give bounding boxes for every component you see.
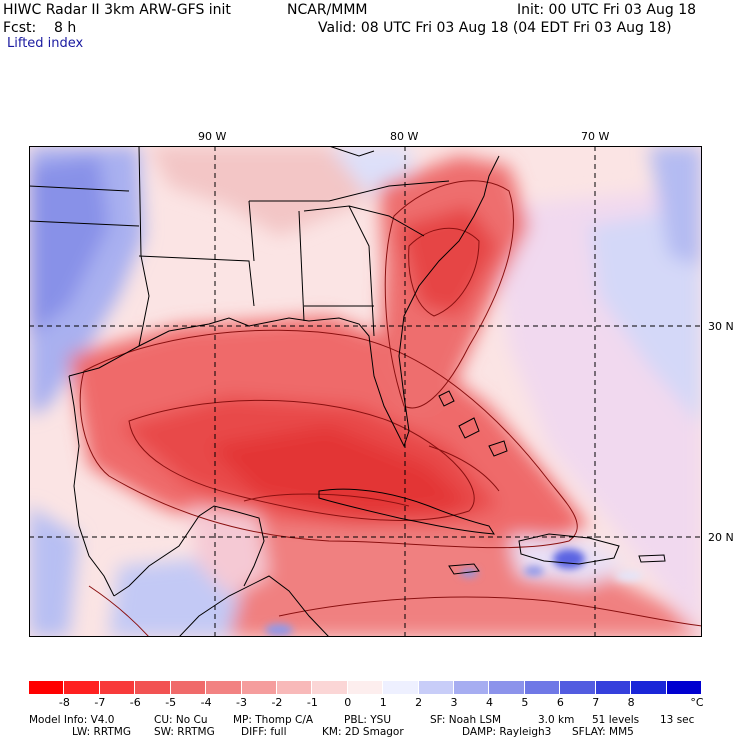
colorbar-label: -1 <box>306 696 318 709</box>
colorbar-swatch <box>383 681 419 694</box>
colorbar-label: 1 <box>379 696 387 709</box>
colorbar-label: 7 <box>592 696 600 709</box>
lon-label-90w: 90 W <box>198 130 227 143</box>
footer-diff: DIFF: full <box>241 726 287 738</box>
footer-sf: SF: Noah LSM <box>430 714 502 726</box>
colorbar-swatch <box>666 681 702 694</box>
footer-cu: CU: No Cu <box>154 714 208 726</box>
colorbar-label: 5 <box>521 696 529 709</box>
colorbar-label: 4 <box>485 696 493 709</box>
colorbar-label: 6 <box>556 696 564 709</box>
footer-pbl: PBL: YSU <box>344 714 392 726</box>
colorbar-swatch <box>135 681 171 694</box>
colorbar-swatch <box>418 681 455 694</box>
colorbar-swatch <box>99 681 136 694</box>
colorbar-label: 3 <box>450 696 458 709</box>
colorbar-swatch <box>454 681 490 694</box>
footer-km: KM: 2D Smagor <box>322 726 404 738</box>
colorbar-swatch <box>631 681 667 694</box>
colorbar-swatch <box>524 681 561 694</box>
footer-mp: MP: Thomp C/A <box>233 714 314 726</box>
colorbar-label: 8 <box>627 696 635 709</box>
colorbar-swatch <box>489 681 525 694</box>
latlon-grid <box>29 146 702 637</box>
colorbar-swatch <box>276 681 313 694</box>
lat-label-20n: 20 N <box>708 531 734 544</box>
colorbar-swatch <box>29 681 65 694</box>
colorbar-unit: °C <box>690 696 704 709</box>
footer-resolution: 3.0 km <box>538 714 575 726</box>
colorbar-label: -8 <box>58 696 70 709</box>
colorbar-label: -7 <box>94 696 106 709</box>
colorbar-label: -5 <box>165 696 177 709</box>
footer-sflay: SFLAY: MM5 <box>572 726 634 738</box>
lifted-index-map <box>29 146 702 637</box>
lat-label-30n: 30 N <box>708 320 734 333</box>
colorbar-label: 0 <box>344 696 352 709</box>
lon-label-70w: 70 W <box>581 130 610 143</box>
colorbar-label: -3 <box>236 696 247 709</box>
colorbar-label: 2 <box>415 696 423 709</box>
colorbar-label: -4 <box>200 696 212 709</box>
footer-levels: 51 levels <box>592 714 640 726</box>
title-center: NCAR/MMM <box>287 2 368 18</box>
colorbar-swatch <box>560 681 596 694</box>
title-left: HIWC Radar II 3km ARW-GFS init <box>3 2 231 18</box>
boundaries <box>29 146 666 637</box>
field-name: Lifted index <box>7 36 84 51</box>
init-time: Init: 00 UTC Fri 03 Aug 18 <box>517 2 697 18</box>
footer-timestep: 13 sec <box>660 714 695 726</box>
colorbar-label: -2 <box>271 696 283 709</box>
colorbar-swatch <box>312 681 348 694</box>
field-shading <box>29 146 702 637</box>
contour-lines <box>79 180 702 637</box>
footer-model-info: Model Info: V4.0 <box>29 714 115 726</box>
forecast-hour: Fcst: 8 h <box>3 20 77 36</box>
lon-label-80w: 80 W <box>390 130 419 143</box>
colorbar-label: -6 <box>129 696 141 709</box>
colorbar-swatch <box>595 681 632 694</box>
map-frame <box>29 146 702 637</box>
footer-lw: LW: RRTMG <box>72 726 131 738</box>
colorbar-swatch <box>206 681 242 694</box>
colorbar-swatch <box>347 681 384 694</box>
colorbar-swatch <box>241 681 277 694</box>
footer-sw: SW: RRTMG <box>154 726 215 738</box>
valid-time: Valid: 08 UTC Fri 03 Aug 18 (04 EDT Fri … <box>318 20 672 36</box>
colorbar-swatch <box>170 681 207 694</box>
colorbar-swatch <box>64 681 100 694</box>
footer-damp: DAMP: Rayleigh3 <box>462 726 552 738</box>
